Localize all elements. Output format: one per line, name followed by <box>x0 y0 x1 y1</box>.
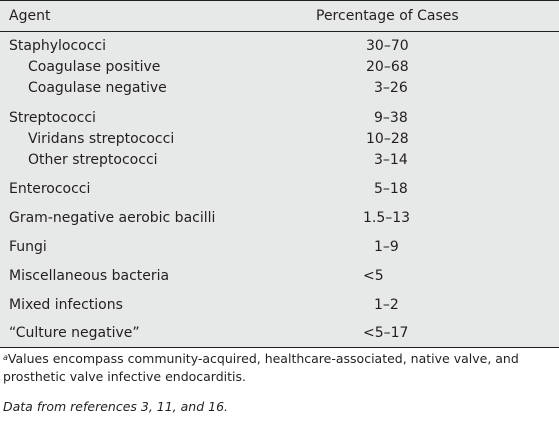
row-agent: Coagulase positive <box>28 59 161 75</box>
table-header: Agent Percentage of Cases <box>0 1 559 32</box>
row-value: 1.5–13 <box>363 210 411 226</box>
table-row: Other streptococci 3–14 <box>0 152 559 174</box>
footnote-marker: a <box>3 353 8 362</box>
row-value: 1–9 <box>374 239 399 255</box>
table-row: Gram-negative aerobic bacilli 1.5–13 <box>0 210 559 232</box>
row-value: <5 <box>363 268 384 284</box>
row-agent: Other streptococci <box>28 152 158 168</box>
row-value: 10–28 <box>366 131 409 147</box>
data-table: Agent Percentage of Cases Staphylococci … <box>0 0 559 348</box>
table-row: Streptococci 9–38 <box>0 110 559 132</box>
footnote: aValues encompass community-acquired, he… <box>3 350 543 386</box>
table-body: Staphylococci 30–70 Coagulase positive 2… <box>0 32 559 348</box>
header-percentage: Percentage of Cases <box>316 8 459 24</box>
row-agent: Gram-negative aerobic bacilli <box>9 210 216 226</box>
table-row: Miscellaneous bacteria <5 <box>0 268 559 290</box>
row-agent: Fungi <box>9 239 47 255</box>
row-value: 5–18 <box>374 181 408 197</box>
row-agent: Mixed infections <box>9 297 123 313</box>
table-row: “Culture negative” <5–17 <box>0 325 559 347</box>
row-value: 9–38 <box>374 110 408 126</box>
footnote-text: Values encompass community-acquired, hea… <box>3 351 519 384</box>
row-agent: Enterococci <box>9 181 91 197</box>
row-agent: Coagulase negative <box>28 80 167 96</box>
row-agent: “Culture negative” <box>9 325 140 341</box>
row-value: <5–17 <box>363 325 409 341</box>
source-note: Data from references 3, 11, and 16. <box>3 399 228 414</box>
header-agent: Agent <box>9 8 51 24</box>
table-row: Staphylococci 30–70 <box>0 38 559 60</box>
row-value: 1–2 <box>374 297 399 313</box>
table-row: Coagulase negative 3–26 <box>0 80 559 102</box>
row-agent: Staphylococci <box>9 38 107 54</box>
row-value: 3–26 <box>374 80 408 96</box>
row-agent: Streptococci <box>9 110 96 126</box>
row-agent: Miscellaneous bacteria <box>9 268 170 284</box>
table-row: Mixed infections 1–2 <box>0 297 559 319</box>
row-value: 3–14 <box>374 152 408 168</box>
row-value: 20–68 <box>366 59 409 75</box>
table-row: Coagulase positive 20–68 <box>0 59 559 81</box>
row-value: 30–70 <box>366 38 409 54</box>
row-agent: Viridans streptococci <box>28 131 175 147</box>
table-row: Viridans streptococci 10–28 <box>0 131 559 153</box>
table-row: Fungi 1–9 <box>0 239 559 261</box>
table-row: Enterococci 5–18 <box>0 181 559 203</box>
